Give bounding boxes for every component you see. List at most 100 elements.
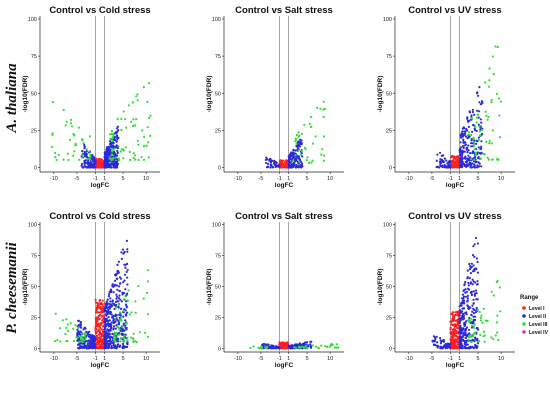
y-tick-label: 50 bbox=[31, 91, 37, 97]
points-group bbox=[431, 236, 502, 350]
point-level-ii bbox=[476, 283, 479, 286]
point-level-iii bbox=[485, 140, 488, 143]
panel-title: Control vs UV stress bbox=[408, 211, 501, 222]
point-level-i bbox=[98, 313, 102, 316]
x-tick-label: -10 bbox=[234, 356, 242, 362]
point-level-ii bbox=[476, 280, 479, 283]
y-tick-label: 75 bbox=[215, 54, 221, 60]
point-level-iii bbox=[479, 319, 483, 322]
point-level-iii bbox=[137, 158, 140, 162]
point-level-i bbox=[96, 311, 99, 314]
volcano-panel-1: Control vs Cold stress 0 25 50 75 100 -10 -5 -1 1… bbox=[22, 5, 160, 189]
point-level-ii bbox=[466, 119, 469, 122]
point-level-ii bbox=[274, 161, 277, 164]
point-level-ii bbox=[79, 344, 82, 347]
point-level-ii bbox=[467, 136, 470, 139]
point-level-iii bbox=[488, 67, 491, 70]
point-level-iii bbox=[51, 101, 55, 104]
point-level-i bbox=[454, 335, 457, 338]
point-level-ii bbox=[91, 346, 95, 349]
point-level-iii bbox=[74, 324, 77, 327]
point-level-iii bbox=[117, 303, 120, 306]
point-level-ii bbox=[480, 132, 484, 136]
point-level-iii bbox=[494, 334, 497, 337]
point-level-ii bbox=[467, 307, 470, 310]
point-level-ii bbox=[433, 343, 436, 346]
panel-title: Control vs UV stress bbox=[408, 5, 501, 16]
point-level-iii bbox=[67, 158, 70, 162]
point-level-ii bbox=[480, 100, 483, 103]
point-level-ii bbox=[470, 293, 473, 297]
point-level-ii bbox=[114, 279, 117, 282]
point-level-iii bbox=[146, 280, 149, 283]
point-level-iii bbox=[82, 338, 85, 341]
point-level-ii bbox=[461, 160, 464, 164]
point-level-ii bbox=[87, 333, 90, 336]
point-level-iii bbox=[120, 128, 123, 132]
point-level-ii bbox=[115, 131, 118, 134]
point-level-iii bbox=[119, 150, 122, 153]
point-level-i bbox=[452, 340, 455, 343]
point-level-ii bbox=[106, 298, 109, 301]
point-level-ii bbox=[466, 129, 469, 132]
point-level-ii bbox=[122, 252, 125, 255]
point-level-ii bbox=[86, 342, 89, 345]
point-level-ii bbox=[465, 343, 468, 347]
species-label-a-thaliana: A. thaliana bbox=[4, 63, 20, 134]
x-tick-label: 5 bbox=[122, 176, 125, 182]
point-level-ii bbox=[291, 164, 294, 167]
point-level-iii bbox=[110, 154, 113, 157]
point-level-ii bbox=[85, 153, 88, 156]
y-tick-label: 100 bbox=[212, 222, 221, 228]
x-tick-label: 1 bbox=[287, 356, 290, 362]
point-level-ii bbox=[116, 295, 119, 298]
point-level-i bbox=[456, 337, 460, 340]
point-level-ii bbox=[116, 149, 119, 153]
point-level-iii bbox=[499, 100, 502, 103]
point-level-iii bbox=[482, 307, 485, 310]
point-level-i bbox=[449, 340, 453, 343]
point-level-ii bbox=[460, 346, 464, 349]
x-tick-label: 1 bbox=[287, 176, 290, 182]
point-level-ii bbox=[119, 314, 122, 317]
point-level-i bbox=[97, 340, 100, 343]
point-level-iii bbox=[149, 114, 152, 117]
point-level-ii bbox=[467, 125, 470, 128]
point-level-iii bbox=[130, 336, 133, 339]
point-level-ii bbox=[117, 260, 120, 263]
y-tick-label: 0 bbox=[218, 346, 221, 352]
point-level-ii bbox=[90, 339, 93, 342]
point-level-iii bbox=[294, 154, 297, 157]
point-level-ii bbox=[463, 157, 466, 160]
point-level-ii bbox=[76, 328, 79, 331]
point-level-ii bbox=[288, 163, 291, 166]
point-level-ii bbox=[461, 344, 464, 347]
y-tick-label: 50 bbox=[31, 284, 37, 290]
point-level-ii bbox=[90, 344, 93, 347]
point-level-ii bbox=[475, 142, 478, 145]
point-level-ii bbox=[117, 320, 120, 323]
point-level-iii bbox=[321, 148, 324, 151]
point-level-iii bbox=[467, 133, 470, 136]
x-tick-label: -10 bbox=[50, 176, 58, 182]
point-level-iii bbox=[496, 314, 499, 317]
point-level-ii bbox=[83, 164, 86, 168]
y-tick-label: 25 bbox=[31, 315, 37, 321]
point-level-iii bbox=[132, 125, 135, 128]
point-level-ii bbox=[108, 336, 111, 339]
point-level-ii bbox=[80, 164, 83, 167]
point-level-ii bbox=[462, 295, 465, 298]
point-level-ii bbox=[458, 160, 461, 164]
point-level-ii bbox=[475, 306, 478, 310]
point-level-i bbox=[100, 159, 103, 162]
point-level-i bbox=[95, 325, 98, 328]
point-level-ii bbox=[111, 332, 114, 335]
point-level-iii bbox=[478, 310, 481, 314]
point-level-iii bbox=[498, 114, 501, 117]
point-level-ii bbox=[124, 266, 127, 269]
point-level-iii bbox=[497, 338, 500, 342]
point-level-ii bbox=[126, 250, 129, 253]
point-level-iii bbox=[492, 337, 495, 341]
point-level-iii bbox=[480, 314, 483, 317]
point-level-iii bbox=[124, 323, 127, 326]
